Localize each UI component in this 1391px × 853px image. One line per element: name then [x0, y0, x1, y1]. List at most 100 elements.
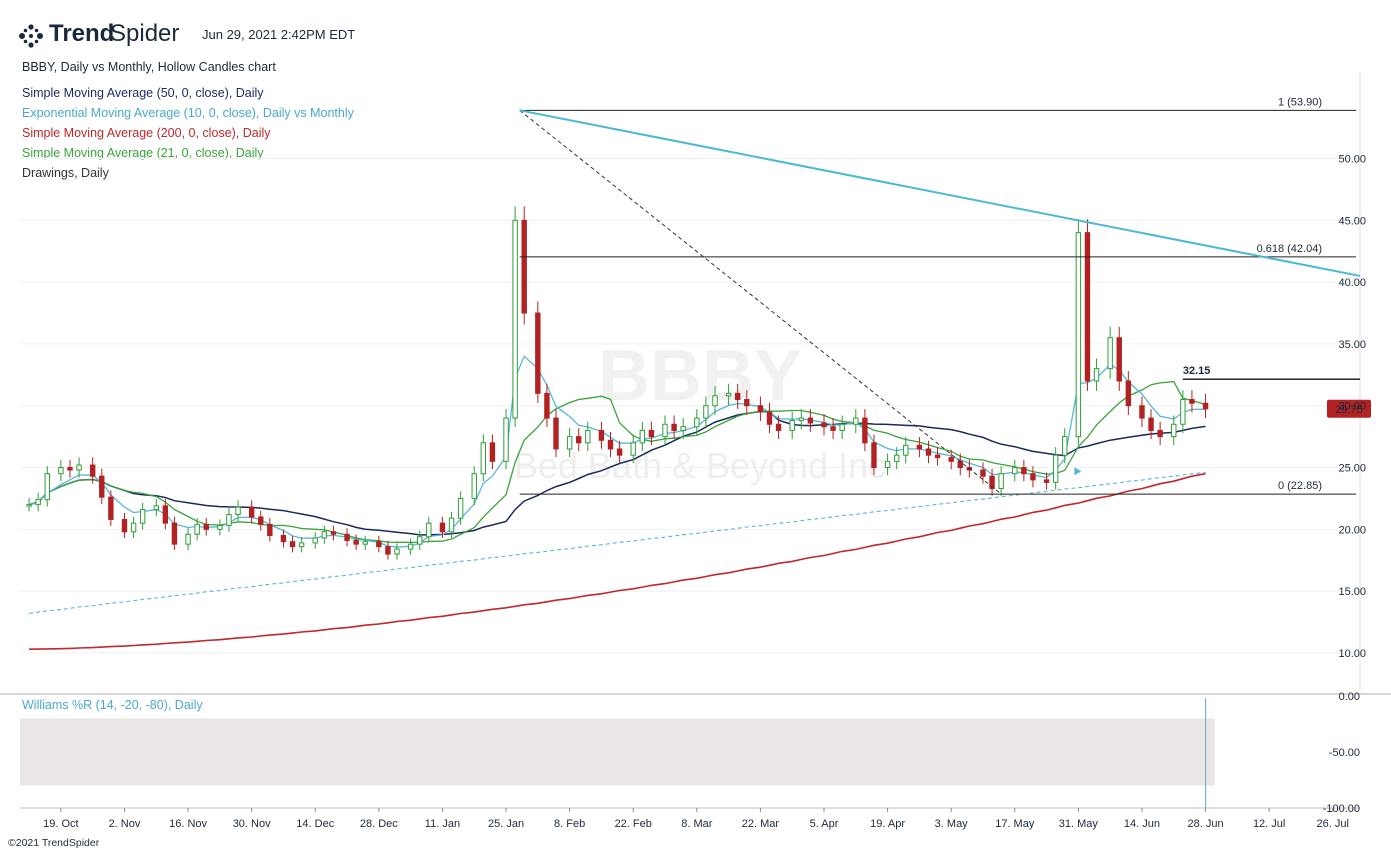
candle-body	[553, 417, 559, 450]
y-tick-label: 45.00	[1338, 215, 1366, 227]
x-tick-label: 8. Feb	[554, 818, 585, 830]
candle-body	[89, 464, 96, 477]
candle-body	[289, 541, 296, 548]
candle-body	[766, 411, 773, 425]
candle-body	[280, 535, 287, 543]
fib-label-0.618: 0.618 (42.04)	[1257, 243, 1322, 255]
williams-y-tick-label: 0.00	[1339, 691, 1360, 703]
candle-body	[407, 543, 414, 550]
sma200-line	[29, 472, 1206, 650]
candle-body	[153, 505, 159, 511]
candle-body	[344, 533, 350, 541]
candle-body	[321, 531, 328, 539]
candle-body	[203, 523, 209, 530]
fib-diagonal-line	[519, 109, 1002, 495]
x-tick-label: 2. Nov	[109, 818, 141, 830]
candle-body	[58, 467, 64, 475]
y-tick-label: 35.00	[1338, 339, 1366, 351]
chart-title: BBBY, Daily vs Monthly, Hollow Candles c…	[22, 60, 276, 74]
candle-body	[417, 536, 423, 545]
candle-body	[162, 505, 169, 524]
candle-body	[694, 417, 700, 428]
candle-body	[893, 454, 900, 462]
candle-body	[744, 399, 750, 407]
x-tick-label: 28. Dec	[360, 818, 398, 830]
candle-body	[839, 423, 845, 431]
copyright-text: ©2021 TrendSpider	[8, 837, 100, 849]
candle-body	[566, 436, 573, 450]
legend-sma200[interactable]: Simple Moving Average (200, 0, close), D…	[22, 126, 271, 140]
candle-body	[862, 417, 868, 444]
candle-body	[798, 417, 804, 422]
candle-body	[426, 522, 432, 538]
candle-body	[1043, 479, 1050, 483]
x-tick-label: 12. Jul	[1253, 818, 1285, 830]
candle-body	[853, 417, 859, 425]
candle-body	[362, 541, 368, 545]
chart-timestamp: Jun 29, 2021 2:42PM EDT	[202, 27, 356, 42]
x-tick-label: 14. Jun	[1124, 818, 1160, 830]
legend-sma21[interactable]: Simple Moving Average (21, 0, close), Da…	[22, 146, 264, 160]
y-tick-label: 50.00	[1338, 154, 1366, 166]
candle-body	[121, 518, 128, 533]
williams-r-legend[interactable]: Williams %R (14, -20, -80), Daily	[22, 698, 203, 712]
candle-body	[1125, 380, 1132, 407]
downtrend-line	[519, 109, 1361, 277]
candle-body	[353, 539, 359, 545]
candle-body	[576, 436, 582, 444]
candle-body	[258, 516, 264, 525]
legend-ema10[interactable]: Exponential Moving Average (10, 0, close…	[22, 106, 354, 120]
candle-body	[630, 442, 636, 456]
candle-body	[884, 460, 891, 469]
candle-body	[26, 504, 32, 507]
candle-body	[680, 426, 686, 431]
candle-body	[139, 509, 146, 524]
candle-body	[267, 523, 273, 536]
candle-body	[712, 395, 718, 407]
ema10-monthly-line	[29, 471, 1206, 614]
candle-body	[503, 417, 509, 462]
candle-body	[1012, 467, 1018, 475]
candle-body	[1189, 399, 1195, 404]
candle-body	[871, 442, 877, 469]
candle-body	[998, 473, 1004, 490]
brand-name-bold: Trend	[49, 20, 115, 47]
candle-body	[217, 525, 223, 530]
trendspider-logo-icon	[19, 24, 43, 48]
candle-body	[535, 312, 541, 394]
candle-body	[925, 448, 932, 456]
x-tick-label: 17. May	[995, 818, 1035, 830]
candle-body	[298, 542, 305, 548]
candle-body	[330, 531, 337, 535]
candle-body	[457, 497, 464, 519]
candle-body	[989, 475, 995, 490]
watermark-ticker: BBBY	[598, 336, 802, 416]
candle-body	[235, 506, 241, 515]
candle-body	[725, 392, 732, 397]
candle-body	[775, 423, 782, 431]
candle-body	[480, 442, 487, 475]
williams-y-tick-label: -100.00	[1323, 803, 1360, 815]
candle-body	[598, 429, 605, 441]
candle-body	[171, 522, 178, 545]
candle-body	[957, 460, 963, 469]
candle-body	[376, 541, 382, 548]
brand-name-light: Spider	[110, 20, 180, 47]
legend-drawings[interactable]: Drawings, Daily	[22, 166, 109, 180]
candle-body	[807, 417, 814, 424]
candle-body	[1148, 417, 1154, 431]
candle-body	[1180, 399, 1186, 425]
candle-body	[312, 537, 318, 544]
candle-body	[585, 429, 591, 444]
candle-body	[607, 439, 614, 450]
candle-body	[76, 464, 82, 471]
candle-body	[1052, 454, 1059, 483]
legend-sma50[interactable]: Simple Moving Average (50, 0, close), Da…	[22, 86, 264, 100]
candle-body	[394, 548, 400, 555]
y-tick-label: 30.00	[1338, 401, 1366, 413]
candle-body	[639, 429, 646, 444]
x-tick-label: 22. Feb	[615, 818, 652, 830]
resistance-label: 32.15	[1183, 365, 1211, 377]
candle-body	[439, 522, 446, 533]
